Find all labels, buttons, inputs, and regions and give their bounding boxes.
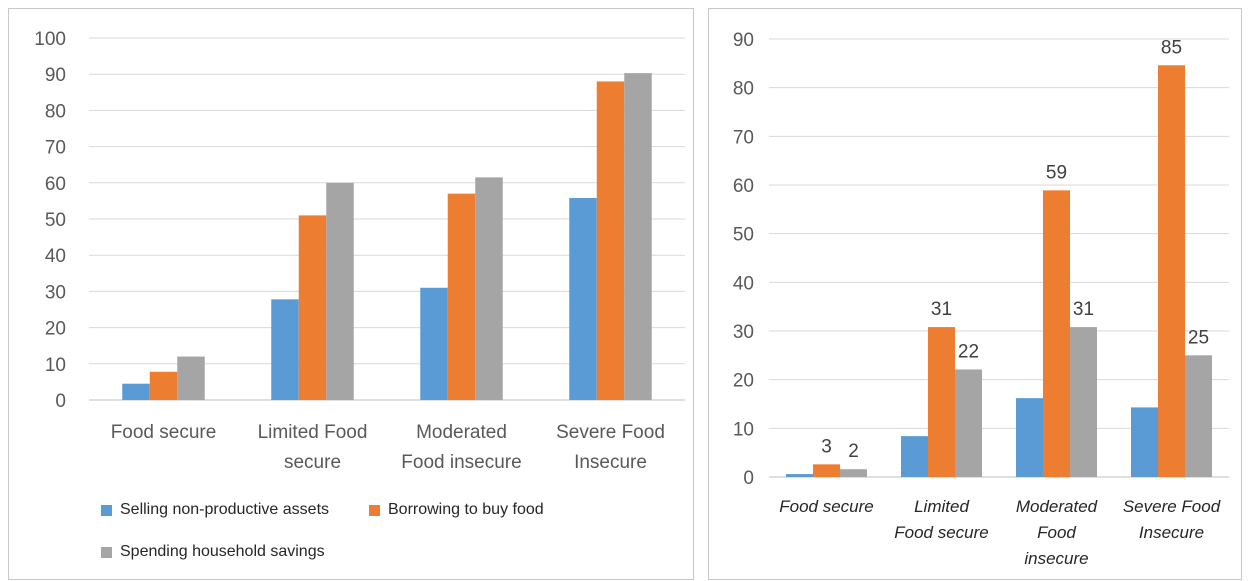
y-tick-label: 0: [743, 468, 754, 489]
bar: [420, 287, 448, 400]
y-tick-label: 10: [45, 355, 66, 376]
data-label: 2: [848, 441, 859, 462]
bar: [1185, 355, 1212, 477]
legend-label-selling: Selling non-productive assets: [120, 501, 330, 518]
x-tick-label: insecure: [1024, 549, 1088, 568]
data-label: 31: [931, 299, 952, 320]
bar: [149, 371, 178, 400]
y-tick-label: 50: [733, 225, 754, 246]
y-tick-label: 40: [733, 273, 754, 294]
bar: [813, 464, 840, 477]
legend-label-borrowing: Borrowing to buy food: [388, 501, 544, 518]
x-tick-label: Limited Food: [258, 422, 368, 443]
x-tick-label: Food secure: [894, 523, 989, 542]
bar: [928, 327, 955, 477]
y-tick-label: 30: [45, 282, 66, 303]
bar: [955, 369, 982, 477]
y-tick-label: 60: [733, 176, 754, 197]
data-label: 25: [1188, 327, 1209, 348]
data-label: 31: [1073, 299, 1094, 320]
legend-swatch-orange: [369, 504, 380, 516]
y-tick-label: 70: [45, 138, 66, 159]
legend-swatch-gray: [101, 546, 112, 558]
y-tick-label: 40: [45, 246, 66, 267]
bar: [122, 383, 150, 400]
x-tick-label: Severe Food: [1123, 497, 1221, 516]
bar: [1043, 190, 1070, 477]
bar: [786, 474, 813, 477]
legend-item-borrowing: Borrowing to buy food: [369, 501, 544, 519]
right-chart-panel: 0 10 20 30 40 50 60 70 80 90 3 2 Food secure 31 22 Limi…: [708, 8, 1242, 580]
bar: [326, 182, 354, 400]
legend-swatch-blue: [101, 504, 112, 516]
bar: [177, 356, 205, 400]
bar: [271, 299, 299, 400]
x-tick-label: Insecure: [1139, 523, 1204, 542]
x-tick-label: Limited: [914, 497, 969, 516]
y-tick-label: 90: [45, 65, 66, 86]
bar: [840, 469, 867, 477]
legend-label-savings: Spending household savings: [120, 543, 325, 560]
x-tick-label: Moderated: [416, 422, 507, 443]
bar: [1158, 65, 1185, 477]
y-tick-label: 80: [733, 79, 754, 100]
y-tick-label: 10: [733, 419, 754, 440]
bar: [569, 198, 597, 400]
data-label: 22: [958, 341, 979, 362]
right-bar-chart: 0 10 20 30 40 50 60 70 80 90 3 2 Food secure 31 22 Limi…: [733, 30, 1229, 568]
legend-item-selling: Selling non-productive assets: [101, 501, 329, 519]
y-tick-label: 90: [733, 30, 754, 51]
y-tick-label: 30: [733, 322, 754, 343]
y-tick-label: 60: [45, 174, 66, 195]
x-tick-label: Food insecure: [401, 452, 521, 473]
data-label: 85: [1161, 37, 1182, 58]
bar: [1131, 407, 1158, 477]
bar: [1016, 398, 1043, 477]
bar: [298, 215, 327, 400]
y-tick-label: 70: [733, 127, 754, 148]
bar: [1070, 327, 1097, 477]
y-tick-label: 0: [55, 391, 66, 412]
bar: [475, 177, 503, 400]
data-label: 59: [1046, 162, 1067, 183]
x-tick-label: Food secure: [779, 497, 874, 516]
x-tick-label: Severe Food: [556, 422, 665, 443]
x-tick-label: Insecure: [574, 452, 647, 473]
y-tick-label: 100: [34, 29, 66, 50]
x-tick-label: Moderated: [1016, 497, 1098, 516]
bar: [901, 436, 928, 477]
x-tick-label: secure: [284, 452, 341, 473]
bar: [624, 73, 652, 400]
x-tick-label: Food: [1037, 523, 1076, 542]
left-bar-chart: 0 10 20 30 40 50 60 70 80 90 100 Food secure Limited…: [34, 29, 685, 473]
y-tick-label: 20: [733, 371, 754, 392]
x-tick-label: Food secure: [111, 422, 217, 443]
y-tick-label: 20: [45, 319, 66, 340]
data-label: 3: [821, 436, 832, 457]
left-chart-panel: 0 10 20 30 40 50 60 70 80 90 100 Food secure Limited…: [8, 8, 694, 580]
bar: [447, 193, 476, 400]
y-tick-label: 80: [45, 101, 66, 122]
y-tick-label: 50: [45, 210, 66, 231]
bar: [596, 81, 625, 400]
legend-item-savings: Spending household savings: [101, 543, 325, 561]
